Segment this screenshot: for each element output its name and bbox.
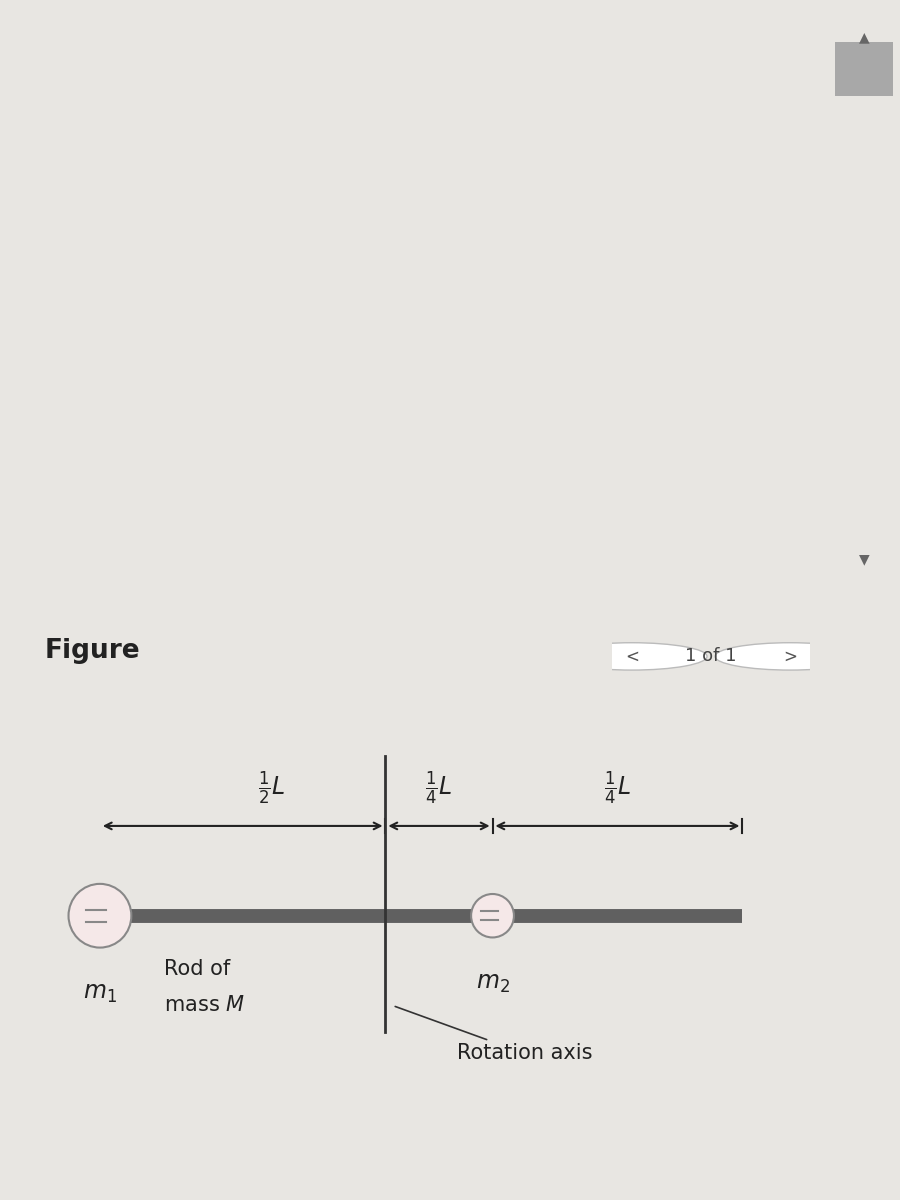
- Text: >: >: [783, 648, 797, 665]
- Circle shape: [68, 884, 131, 948]
- Text: Figure: Figure: [45, 638, 140, 665]
- Text: $\frac{1}{4}L$: $\frac{1}{4}L$: [604, 769, 631, 808]
- Text: Rotation axis: Rotation axis: [395, 1007, 592, 1063]
- Circle shape: [715, 643, 866, 670]
- Circle shape: [556, 643, 707, 670]
- Bar: [835, 42, 893, 96]
- Text: $\frac{1}{4}L$: $\frac{1}{4}L$: [426, 769, 453, 808]
- Text: ▲: ▲: [859, 30, 869, 44]
- Text: <: <: [625, 648, 639, 665]
- Text: mass $M$: mass $M$: [164, 995, 245, 1015]
- Text: $m_1$: $m_1$: [83, 980, 117, 1004]
- Circle shape: [471, 894, 514, 937]
- Text: ▼: ▼: [859, 552, 869, 566]
- Text: Rod of: Rod of: [164, 959, 230, 979]
- Text: 1 of 1: 1 of 1: [685, 648, 737, 665]
- Text: $\frac{1}{2}L$: $\frac{1}{2}L$: [257, 769, 285, 808]
- Text: $m_2$: $m_2$: [475, 971, 509, 995]
